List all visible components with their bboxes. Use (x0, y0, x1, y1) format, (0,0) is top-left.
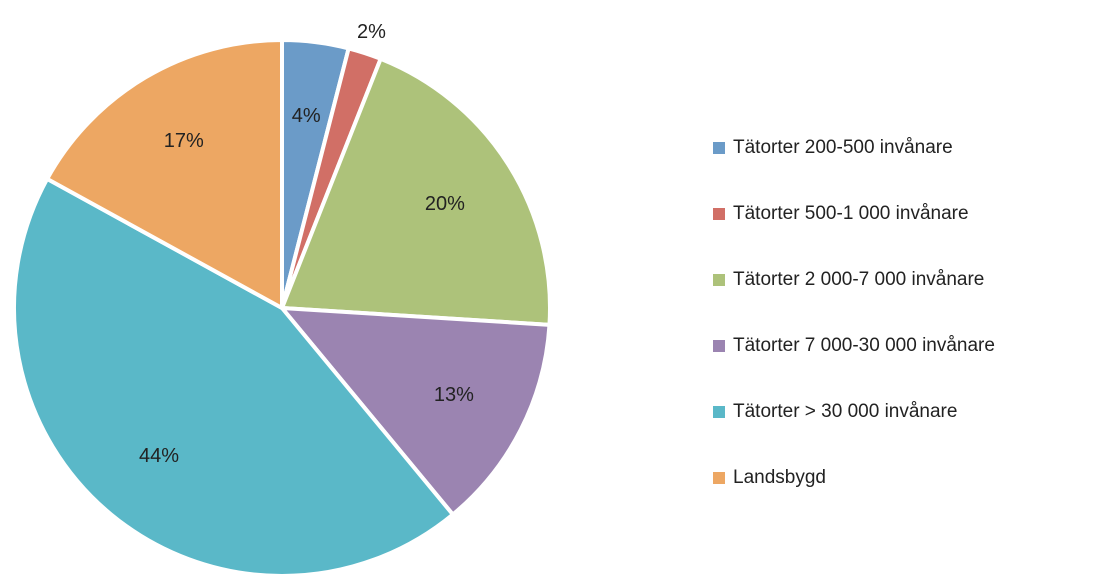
legend-label: Tätorter > 30 000 invånare (733, 401, 957, 422)
legend-swatch (713, 340, 725, 352)
legend-label: Tätorter 2 000-7 000 invånare (733, 269, 984, 290)
legend-label: Tätorter 200-500 invånare (733, 137, 953, 158)
data-label: 17% (164, 130, 204, 152)
data-label: 20% (425, 193, 465, 215)
legend-label: Tätorter 500-1 000 invånare (733, 203, 969, 224)
pie-slice (279, 56, 552, 327)
data-label: 44% (139, 445, 179, 467)
legend-label: Landsbygd (733, 467, 826, 488)
data-label: 4% (292, 105, 321, 127)
pie-slice (277, 305, 552, 518)
data-label: 2% (357, 21, 386, 43)
data-label: 13% (434, 384, 474, 406)
pie-slice (44, 37, 284, 312)
legend-swatch (713, 142, 725, 154)
legend-swatch (713, 472, 725, 484)
legend-label: Tätorter 7 000-30 000 invånare (733, 335, 995, 356)
legend-swatch (713, 274, 725, 286)
pie-slice (11, 176, 456, 576)
legend-swatch (713, 406, 725, 418)
legend-swatch (713, 208, 725, 220)
